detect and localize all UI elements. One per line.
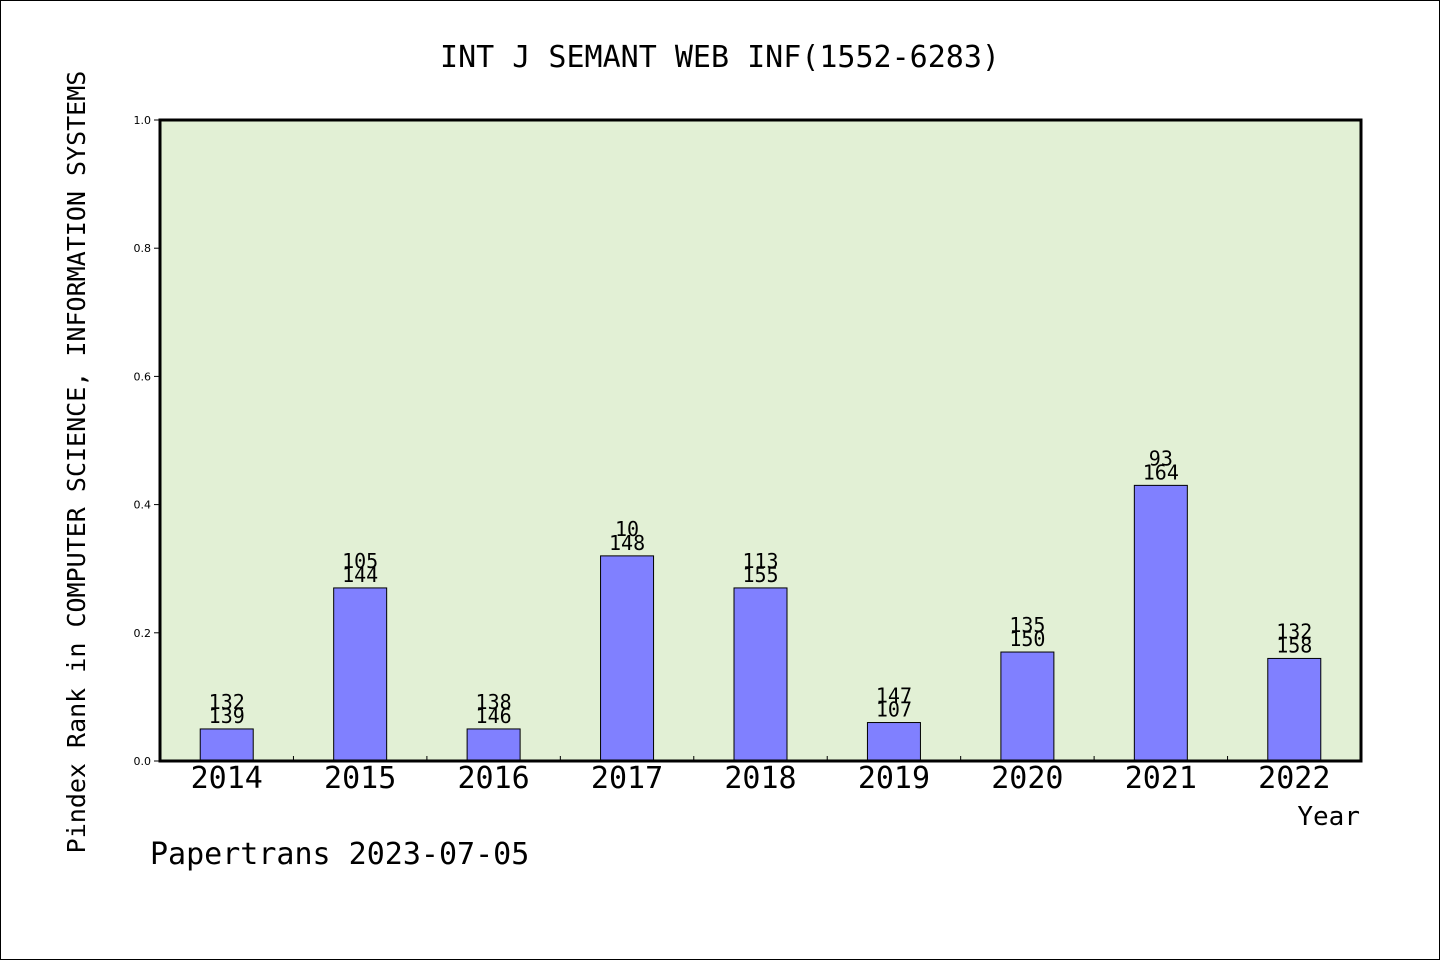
x-tick-label-2020: 2020	[991, 761, 1063, 796]
y-tick-label-0.0: 0.0	[134, 755, 152, 768]
x-axis-label: Year	[1297, 802, 1360, 832]
y-axis-label: Pindex Rank in COMPUTER SCIENCE, INFORMA…	[62, 71, 91, 854]
bar-label-bottom-2019: 107	[876, 698, 912, 722]
bar-label-bottom-2022: 158	[1276, 633, 1312, 657]
y-tick-label-0.6: 0.6	[134, 370, 152, 383]
bar-label-bottom-2018: 155	[742, 563, 778, 587]
bar-label-bottom-2014: 139	[209, 704, 245, 728]
bar-label-top-2020: 135	[1009, 613, 1045, 637]
bar-2015	[333, 587, 388, 762]
bar-label-top-2021: 93	[1149, 446, 1173, 470]
bar-2020	[1000, 651, 1055, 762]
bar-label-top-2018: 113	[742, 549, 778, 573]
x-tick-label-2021: 2021	[1125, 761, 1197, 796]
bar-2019	[866, 722, 921, 762]
bars-group	[199, 484, 1322, 762]
bar-labels-group: 1321391051441381461014811315514710713515…	[209, 446, 1313, 728]
bar-label-bottom-2021: 164	[1143, 460, 1179, 484]
y-axis: 0.0 0.2 0.4 0.6 0.8 1.0	[134, 114, 160, 768]
bar-2017	[600, 555, 655, 762]
bar-2018	[733, 587, 788, 762]
bar-label-bottom-2016: 146	[476, 704, 512, 728]
chart-title: INT J SEMANT WEB INF(1552-6283)	[440, 40, 1000, 75]
bar-2014	[199, 728, 254, 762]
x-tick-label-2017: 2017	[591, 761, 663, 796]
bar-label-top-2014: 132	[209, 690, 245, 714]
plot-frame	[158, 118, 1363, 763]
bar-label-top-2019: 147	[876, 684, 912, 708]
bar-label-bottom-2015: 144	[342, 563, 378, 587]
bar-label-top-2015: 105	[342, 549, 378, 573]
x-tick-label-2015: 2015	[324, 761, 396, 796]
bar-label-top-2016: 138	[476, 690, 512, 714]
x-tick-label-2022: 2022	[1258, 761, 1330, 796]
bar-label-bottom-2020: 150	[1009, 627, 1045, 651]
y-tick-label-1.0: 1.0	[134, 114, 152, 127]
bar-2021	[1133, 484, 1188, 762]
footer-credit: Papertrans 2023-07-05	[150, 837, 529, 872]
x-tick-label-2016: 2016	[457, 761, 529, 796]
y-tick-label-0.2: 0.2	[134, 627, 152, 640]
bar-2022	[1267, 657, 1322, 762]
x-axis: 2014 2015 2016 2017 2018 2019 2020 2021 2022	[191, 756, 1330, 796]
y-tick-label-0.8: 0.8	[134, 242, 152, 255]
bar-label-bottom-2017: 148	[609, 531, 645, 555]
bar-2016	[466, 728, 521, 762]
y-tick-label-0.4: 0.4	[134, 499, 152, 512]
x-tick-label-2019: 2019	[858, 761, 930, 796]
x-tick-label-2018: 2018	[724, 761, 796, 796]
bar-label-top-2017: 10	[615, 517, 639, 541]
bar-label-top-2022: 132	[1276, 619, 1312, 643]
x-tick-label-2014: 2014	[191, 761, 263, 796]
